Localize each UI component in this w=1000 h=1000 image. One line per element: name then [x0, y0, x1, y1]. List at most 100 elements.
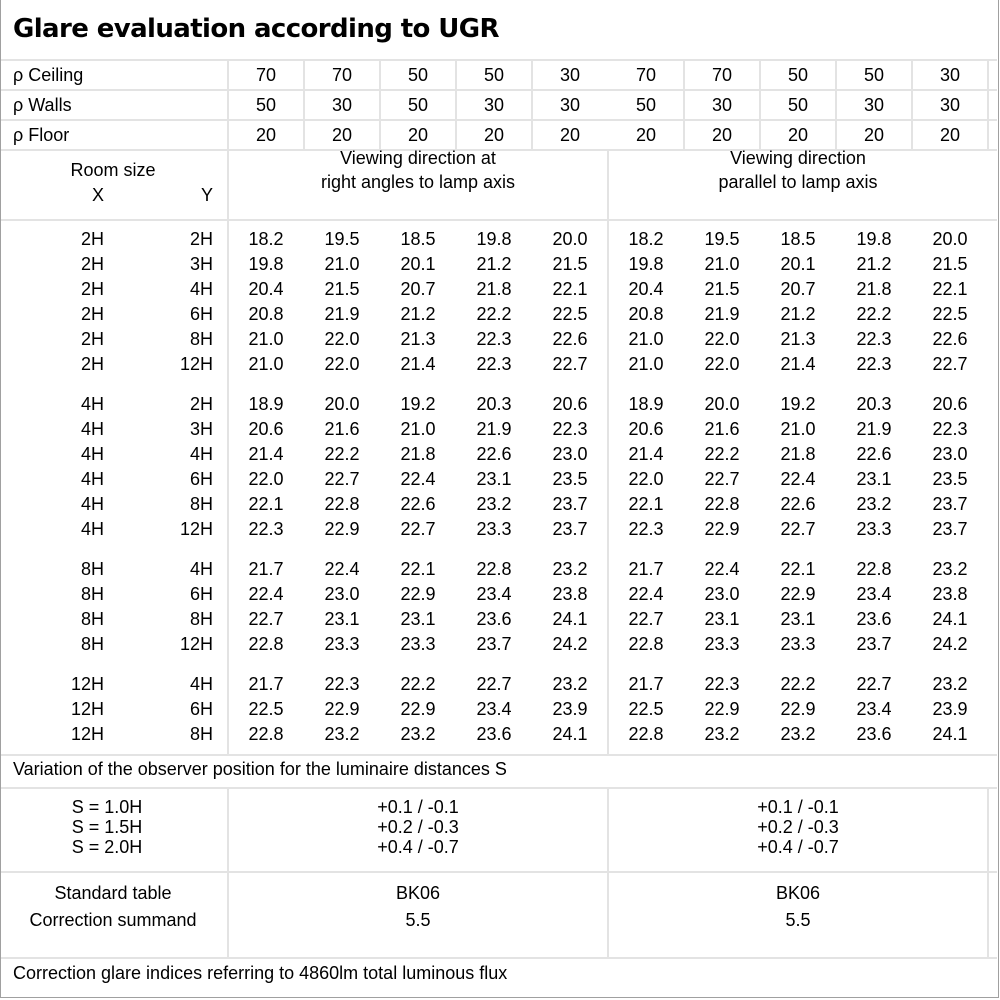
- ugr-value: 20.6: [628, 419, 664, 439]
- ugr-value: 22.6: [932, 329, 968, 349]
- ugr-value: 21.9: [704, 304, 740, 324]
- ugr-value: 21.2: [400, 304, 436, 324]
- room-y: 8H: [189, 329, 213, 349]
- ugr-value: 24.2: [932, 634, 968, 654]
- variation-value: +0.4 / -0.7: [377, 837, 459, 857]
- ugr-value: 22.3: [324, 674, 360, 694]
- ugr-value: 21.7: [248, 674, 284, 694]
- ugr-value: 23.3: [324, 634, 360, 654]
- ugr-value: 21.5: [552, 254, 588, 274]
- variation-value: +0.1 / -0.1: [377, 797, 459, 817]
- ugr-value: 21.6: [324, 419, 360, 439]
- ugr-value: 22.7: [476, 674, 512, 694]
- ugr-value: 20.4: [628, 279, 664, 299]
- reflectance-value: 20: [635, 125, 657, 145]
- divider: [1, 787, 997, 789]
- ugr-value: 20.3: [856, 394, 892, 414]
- ugr-value: 18.2: [628, 229, 664, 249]
- ugr-value: 21.2: [856, 254, 892, 274]
- ugr-value: 21.9: [856, 419, 892, 439]
- ugr-value: 22.2: [476, 304, 512, 324]
- room-y: 3H: [189, 419, 213, 439]
- ugr-value: 21.0: [704, 254, 740, 274]
- ugr-value: 19.8: [628, 254, 664, 274]
- room-x: 4H: [80, 419, 104, 439]
- room-x: 2H: [80, 304, 104, 324]
- ugr-value: 21.0: [248, 354, 284, 374]
- ugr-value: 23.4: [476, 699, 512, 719]
- room-y: 4H: [189, 444, 213, 464]
- divider: [1, 149, 997, 151]
- ugr-value: 20.7: [780, 279, 816, 299]
- room-x: 4H: [80, 519, 104, 539]
- ugr-value: 22.6: [476, 444, 512, 464]
- ugr-value: 20.4: [248, 279, 284, 299]
- reflectance-value: 30: [559, 65, 581, 85]
- ugr-value: 22.3: [476, 329, 512, 349]
- correction-summand-label: Correction summand: [29, 910, 197, 930]
- ugr-value: 20.6: [932, 394, 968, 414]
- ugr-value: 19.8: [856, 229, 892, 249]
- ugr-value: 23.0: [932, 444, 968, 464]
- room-x: 2H: [80, 329, 104, 349]
- ugr-value: 22.9: [780, 699, 816, 719]
- ugr-value: 21.5: [704, 279, 740, 299]
- room-x: 4H: [80, 394, 104, 414]
- ugr-value: 22.2: [780, 674, 816, 694]
- variation-label: Variation of the observer position for t…: [13, 759, 507, 779]
- reflectance-value: 50: [787, 65, 809, 85]
- room-y: 3H: [189, 254, 213, 274]
- ugr-value: 22.5: [552, 304, 588, 324]
- room-y: 8H: [189, 724, 213, 744]
- room-size-y: Y: [200, 185, 214, 205]
- ugr-value: 22.7: [704, 469, 740, 489]
- standard-table-value: BK06: [395, 883, 441, 903]
- ugr-value: 22.2: [400, 674, 436, 694]
- ugr-value: 22.7: [856, 674, 892, 694]
- standard-table-value: BK06: [775, 883, 821, 903]
- ugr-value: 22.9: [400, 584, 436, 604]
- ugr-value: 22.1: [780, 559, 816, 579]
- ugr-value: 23.7: [552, 494, 588, 514]
- room-y: 12H: [179, 634, 213, 654]
- room-x: 12H: [70, 724, 104, 744]
- reflectance-value: 70: [255, 65, 277, 85]
- ugr-value: 21.5: [932, 254, 968, 274]
- ugr-value: 20.0: [552, 229, 588, 249]
- ugr-value: 21.4: [400, 354, 436, 374]
- reflectance-label: ρ Walls: [13, 95, 72, 115]
- reflectance-value: 20: [255, 125, 277, 145]
- ugr-value: 22.4: [400, 469, 436, 489]
- divider: [1, 957, 997, 959]
- reflectance-value: 20: [711, 125, 733, 145]
- room-y: 12H: [179, 519, 213, 539]
- divider: [1, 119, 997, 121]
- ugr-value: 18.5: [400, 229, 436, 249]
- reflectance-value: 30: [483, 95, 505, 115]
- ugr-value: 22.3: [856, 354, 892, 374]
- ugr-value: 22.7: [248, 609, 284, 629]
- ugr-value: 23.3: [780, 634, 816, 654]
- room-size-x: X: [91, 185, 105, 205]
- divider: [607, 150, 609, 755]
- ugr-value: 23.3: [400, 634, 436, 654]
- variation-value: +0.2 / -0.3: [757, 817, 839, 837]
- ugr-value: 19.8: [248, 254, 284, 274]
- room-y: 6H: [189, 699, 213, 719]
- ugr-value: 23.6: [476, 609, 512, 629]
- ugr-value: 21.0: [248, 329, 284, 349]
- divider: [303, 60, 305, 150]
- divider: [1, 89, 997, 91]
- ugr-value: 22.4: [704, 559, 740, 579]
- reflectance-value: 30: [331, 95, 353, 115]
- ugr-value: 22.2: [856, 304, 892, 324]
- divider: [531, 60, 533, 150]
- ugr-value: 22.1: [552, 279, 588, 299]
- spacing-label: S = 1.0H: [71, 797, 143, 817]
- ugr-value: 21.0: [628, 329, 664, 349]
- ugr-value: 19.2: [780, 394, 816, 414]
- ugr-value: 22.9: [324, 519, 360, 539]
- room-x: 2H: [80, 254, 104, 274]
- ugr-value: 23.0: [552, 444, 588, 464]
